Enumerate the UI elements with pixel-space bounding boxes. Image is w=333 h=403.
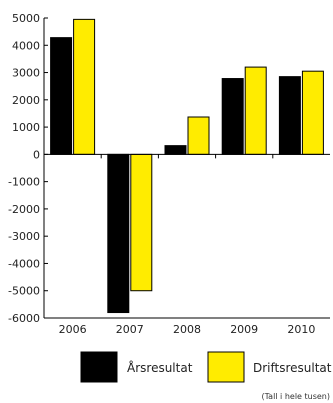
bar-driftsresultat-2006 bbox=[73, 18, 96, 155]
bar-arsresultat-2007 bbox=[107, 153, 130, 314]
y-tick-label: 5000 bbox=[12, 12, 40, 25]
legend-swatch-driftsresultat bbox=[207, 351, 245, 383]
y-tick-label: 4000 bbox=[12, 39, 40, 52]
bar-driftsresultat-2009 bbox=[244, 66, 267, 155]
y-tick-label: -3000 bbox=[8, 230, 40, 243]
bar-driftsresultat-2008 bbox=[187, 116, 210, 155]
y-tick-label: 0 bbox=[33, 148, 40, 161]
bar-arsresultat-2009 bbox=[221, 78, 244, 155]
bar-driftsresultat-2007 bbox=[130, 153, 153, 292]
axes-group bbox=[43, 17, 330, 319]
x-tick-label-2009: 2009 bbox=[230, 323, 258, 336]
y-tick-label: -1000 bbox=[8, 176, 40, 189]
x-tick-label-2006: 2006 bbox=[59, 323, 87, 336]
y-tick-label: 2000 bbox=[12, 94, 40, 107]
x-tick-labels: 2006 2007 2008 2009 2010 bbox=[59, 323, 316, 336]
y-tick-label: -5000 bbox=[8, 285, 40, 298]
y-tick-label: -4000 bbox=[8, 257, 40, 270]
x-tick-label-2010: 2010 bbox=[287, 323, 315, 336]
y-tick-labels: 5000 4000 3000 2000 1000 0 -1000 -2000 -3000 -400… bbox=[8, 12, 40, 325]
x-tick-label-2008: 2008 bbox=[173, 323, 201, 336]
y-tick-label: -2000 bbox=[8, 203, 40, 216]
legend-swatch-arsresultat bbox=[80, 351, 118, 383]
bar-driftsresultat-2010 bbox=[301, 70, 324, 155]
units-note: (Tall i hele tusen) bbox=[261, 392, 330, 401]
legend-label-driftsresultat: Driftsresultat bbox=[253, 361, 332, 375]
legend: Årsresultat Driftsresultat bbox=[80, 351, 332, 383]
bar-arsresultat-2008 bbox=[164, 145, 187, 155]
y-tick-label: 3000 bbox=[12, 67, 40, 80]
bar-arsresultat-2006 bbox=[50, 37, 73, 155]
bar-arsresultat-2010 bbox=[278, 76, 301, 155]
y-tick-label: 1000 bbox=[12, 121, 40, 134]
legend-label-arsresultat: Årsresultat bbox=[127, 360, 193, 375]
bars-group bbox=[50, 18, 324, 314]
y-tick-label: -6000 bbox=[8, 312, 40, 325]
x-tick-label-2007: 2007 bbox=[116, 323, 144, 336]
